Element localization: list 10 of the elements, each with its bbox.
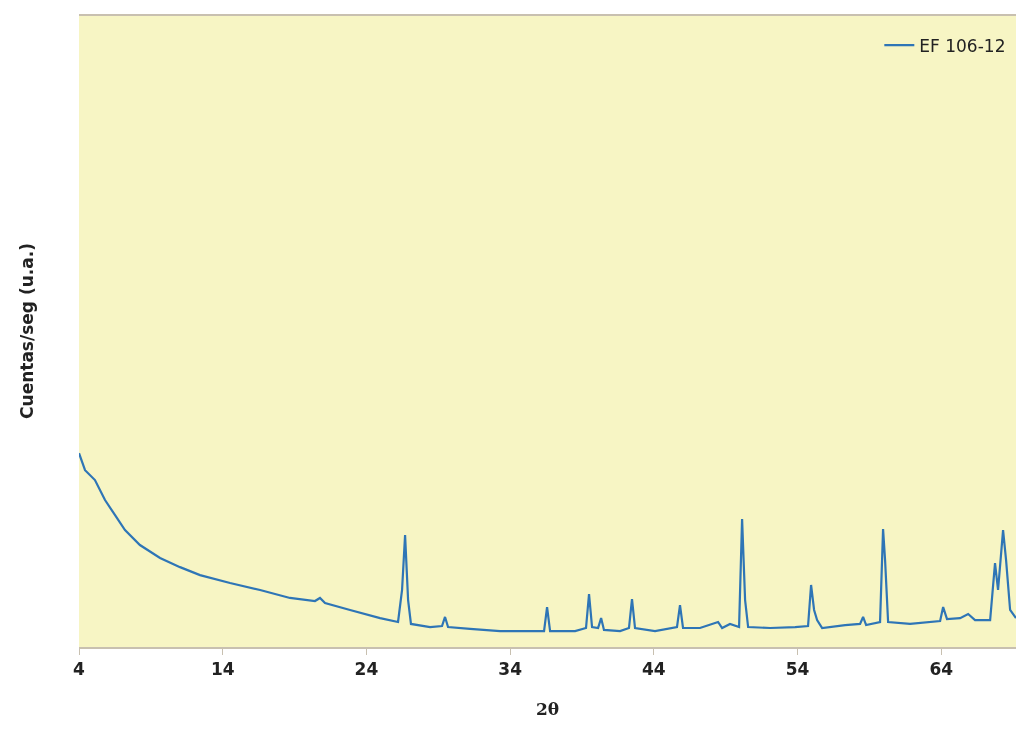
- x-tick-label: 34: [498, 659, 523, 680]
- y-axis-title: Cuentas/seg (u.a.): [16, 243, 37, 419]
- x-tick-label: 4: [73, 659, 86, 680]
- x-axis-title: 2θ: [535, 699, 560, 720]
- x-tick-label: 14: [210, 659, 235, 680]
- x-tick-label: 44: [642, 659, 666, 680]
- x-tick-label: 64: [929, 659, 954, 680]
- legend-label: EF 106-12: [919, 35, 1006, 56]
- x-tick-label: 54: [785, 659, 810, 680]
- x-tick-label: 24: [354, 659, 379, 680]
